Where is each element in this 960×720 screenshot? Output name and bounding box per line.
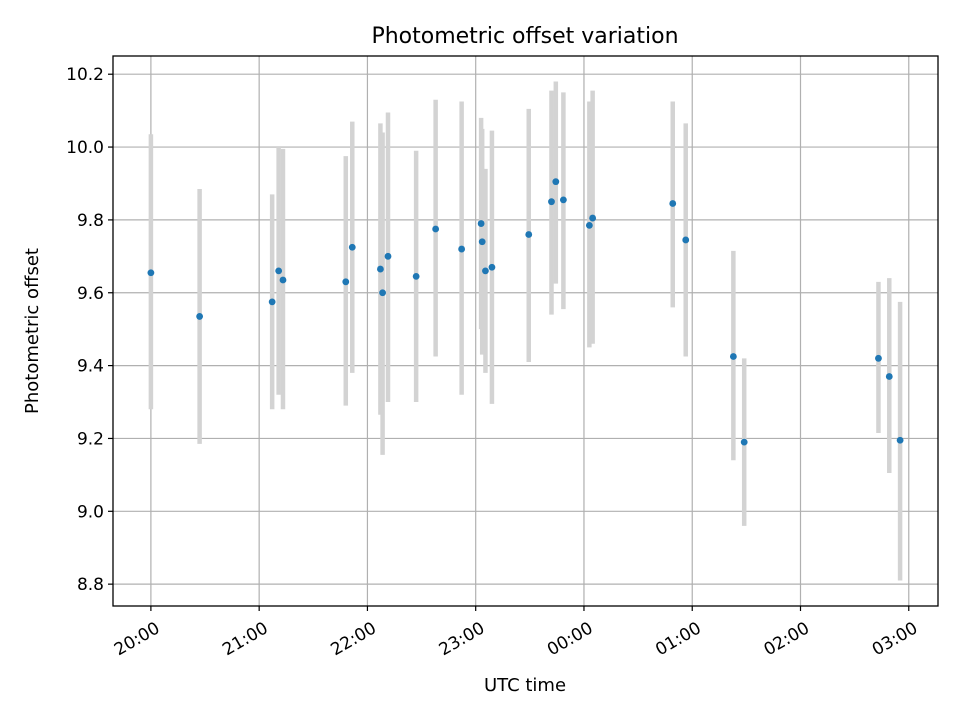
- data-point: [384, 252, 392, 260]
- data-point: [478, 238, 486, 246]
- y-tick-label: 10.2: [66, 65, 104, 85]
- data-point: [585, 221, 593, 229]
- data-point: [379, 289, 386, 297]
- data-point: [432, 225, 440, 233]
- y-tick-label: 9.4: [77, 357, 104, 377]
- data-point: [377, 265, 384, 273]
- data-point: [740, 438, 748, 446]
- data-point: [477, 220, 485, 227]
- y-tick-label: 8.8: [77, 575, 104, 595]
- point-layer: [147, 178, 904, 446]
- data-point: [279, 276, 287, 284]
- chart-title: Photometric offset variation: [371, 24, 678, 49]
- data-point: [559, 196, 567, 204]
- y-tick-label: 9.0: [77, 502, 104, 522]
- data-point: [729, 353, 737, 360]
- x-axis-label: UTC time: [484, 675, 566, 696]
- data-point: [669, 200, 677, 207]
- data-point: [275, 267, 283, 275]
- data-point: [525, 231, 533, 238]
- data-point: [196, 313, 204, 320]
- data-point: [147, 269, 155, 277]
- y-tick-label: 9.2: [77, 429, 104, 449]
- y-tick-label: 10.0: [66, 138, 104, 158]
- data-point: [458, 245, 466, 253]
- data-point: [482, 267, 489, 275]
- data-point: [589, 214, 597, 222]
- data-point: [488, 263, 496, 271]
- y-tick-label: 9.8: [77, 211, 104, 231]
- data-point: [348, 243, 356, 251]
- data-point: [875, 354, 882, 362]
- data-point: [552, 178, 560, 186]
- data-point: [885, 373, 893, 380]
- data-point: [342, 278, 350, 286]
- grid-layer: [113, 56, 938, 606]
- y-tick-label: 9.6: [77, 284, 104, 304]
- data-point: [896, 436, 904, 444]
- y-axis-label: Photometric offset: [22, 248, 43, 414]
- data-point: [548, 198, 555, 206]
- data-point: [682, 236, 690, 244]
- plot-frame: [112, 55, 939, 607]
- data-point: [412, 272, 420, 280]
- data-point: [268, 298, 276, 306]
